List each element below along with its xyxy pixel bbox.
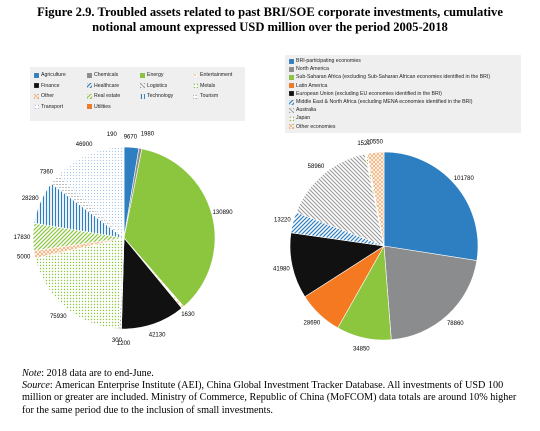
sector-slice-label-3: 1630 bbox=[181, 312, 195, 318]
region-legend-item-7: Japan bbox=[288, 115, 311, 122]
sector-legend-label-3: Entertainment bbox=[200, 72, 233, 78]
region-slice-6 bbox=[295, 153, 385, 247]
sector-legend-label-13: Utilities bbox=[94, 103, 111, 110]
region-legend-label-2: Sub-Saharan Africa (excluding Sub-Sahara… bbox=[296, 74, 491, 81]
region-legend-item-6: Australia bbox=[288, 107, 317, 114]
figure-title: Figure 2.9. Troubled assets related to p… bbox=[0, 5, 540, 34]
region-legend-item-2: Sub-Saharan Africa (excluding Sub-Sahara… bbox=[288, 74, 491, 81]
note-text: : 2018 data are to end-June. bbox=[41, 368, 154, 379]
region-legend-label-0: BRI-participating economies bbox=[296, 58, 361, 64]
sector-legend-item-9: Real estate bbox=[86, 93, 121, 99]
sector-slice-12 bbox=[58, 146, 125, 239]
sector-legend-item-12: Transport bbox=[33, 103, 64, 110]
region-legend-item-5: Middle East & North Africa (excluding ME… bbox=[288, 99, 473, 105]
sector-legend: Agriculture Chemicals Energy Entertainment F… bbox=[30, 67, 245, 121]
region-pie-chart: 101780 78860 34850 28690 41980 13220 58960 1520… bbox=[273, 139, 479, 353]
sector-slice-label-12: 46900 bbox=[76, 142, 93, 148]
region-slice-1 bbox=[383, 245, 478, 341]
sector-legend-item-8: Other bbox=[33, 93, 54, 99]
sector-slice-label-4: 42130 bbox=[149, 333, 166, 339]
region-slice-label-1: 78860 bbox=[447, 321, 464, 327]
region-legend-label-5: Middle East & North Africa (excluding ME… bbox=[296, 99, 473, 105]
sector-slice-label-13: 190 bbox=[107, 132, 118, 138]
region-legend-item-8: Other economies bbox=[288, 123, 336, 130]
sector-legend-label-1: Chemicals bbox=[94, 72, 119, 78]
sector-legend-label-10: Technology bbox=[147, 93, 174, 99]
sector-legend-item-3: Entertainment bbox=[192, 72, 233, 78]
sector-slice-7 bbox=[34, 237, 125, 330]
region-slice-4 bbox=[289, 232, 385, 298]
sector-legend-label-9: Real estate bbox=[94, 93, 121, 99]
region-slice-label-5: 13220 bbox=[274, 218, 291, 224]
sector-slice-label-1: 1980 bbox=[141, 132, 155, 138]
region-slice-label-7: 1520 bbox=[357, 141, 371, 147]
region-legend-item-3: Latin America bbox=[288, 82, 328, 89]
sector-legend-label-0: Agriculture bbox=[41, 72, 66, 78]
sector-legend-label-4: Finance bbox=[41, 82, 60, 89]
region-legend-label-4: European Union (excluding EU economies i… bbox=[296, 90, 442, 97]
region-legend-label-1: North America bbox=[296, 66, 329, 73]
title-line-1: Figure 2.9. Troubled assets related to p… bbox=[37, 5, 503, 19]
region-legend-label-7: Japan bbox=[296, 115, 311, 122]
sector-legend-label-11: Tourism bbox=[200, 93, 219, 99]
region-legend-item-4: European Union (excluding EU economies i… bbox=[288, 90, 442, 97]
region-slice-label-4: 41980 bbox=[273, 266, 290, 272]
sector-slice-label-2: 130890 bbox=[213, 210, 234, 216]
region-slice-label-2: 34850 bbox=[353, 347, 370, 353]
sector-slice-label-11: 7360 bbox=[40, 170, 54, 176]
region-slice-label-0: 101780 bbox=[454, 176, 475, 182]
figure-notes: Note: 2018 data are to end-June. Source:… bbox=[22, 368, 527, 417]
region-slice-label-8: 10550 bbox=[366, 139, 383, 145]
region-legend-label-6: Australia bbox=[296, 107, 317, 114]
sector-slice-label-6: 1200 bbox=[117, 341, 131, 347]
region-legend-label-3: Latin America bbox=[296, 82, 328, 89]
region-slice-0 bbox=[383, 151, 479, 261]
note-label: Note bbox=[22, 368, 42, 379]
sector-slice-label-0: 9670 bbox=[124, 134, 138, 140]
sector-slice-4 bbox=[121, 237, 183, 330]
sector-legend-label-2: Energy bbox=[147, 72, 164, 78]
sector-legend-item-2: Energy bbox=[139, 72, 164, 78]
source-label: Source bbox=[22, 380, 50, 392]
sector-slice-label-9: 17830 bbox=[14, 235, 31, 241]
sector-slice-label-8: 5000 bbox=[17, 255, 31, 261]
sector-legend-label-6: Logistics bbox=[147, 82, 168, 89]
sector-legend-label-8: Other bbox=[41, 93, 54, 99]
sector-legend-item-7: Metals bbox=[192, 82, 216, 89]
sector-legend-label-5: Healthcare bbox=[94, 82, 120, 89]
region-legend-label-8: Other economies bbox=[296, 123, 336, 130]
sector-legend-item-4: Finance bbox=[33, 82, 60, 89]
sector-legend-item-11: Tourism bbox=[192, 93, 219, 99]
region-legend-item-0: BRI-participating economies bbox=[288, 58, 361, 64]
region-legend-item-1: North America bbox=[288, 66, 329, 73]
region-slice-label-6: 58960 bbox=[308, 164, 325, 170]
source-text: : American Enterprise Institute (AEI), C… bbox=[22, 380, 517, 416]
region-slice-label-3: 28690 bbox=[304, 320, 321, 326]
region-slice-8 bbox=[366, 151, 385, 247]
sector-legend-item-13: Utilities bbox=[86, 103, 111, 110]
sector-slice-label-10: 28280 bbox=[22, 196, 39, 202]
sector-legend-label-12: Transport bbox=[41, 103, 64, 110]
sector-legend-label-7: Metals bbox=[200, 82, 216, 89]
sector-slice-2 bbox=[123, 148, 216, 308]
note-line: Note: 2018 data are to end-June. bbox=[22, 368, 527, 380]
sector-legend-item-5: Healthcare bbox=[86, 82, 120, 89]
sector-legend-item-1: Chemicals bbox=[86, 72, 119, 78]
sector-legend-item-0: Agriculture bbox=[33, 72, 66, 78]
region-legend: BRI-participating economies North America… bbox=[285, 55, 521, 133]
sector-legend-item-6: Logistics bbox=[139, 82, 168, 89]
sector-legend-item-10: Technology bbox=[139, 93, 174, 99]
source-line: Source: American Enterprise Institute (A… bbox=[22, 380, 527, 417]
sector-slice-label-7: 75930 bbox=[50, 314, 67, 320]
title-line-2: notional amount expressed USD million ov… bbox=[92, 19, 448, 34]
sector-slice-label-5: 300 bbox=[112, 338, 123, 344]
